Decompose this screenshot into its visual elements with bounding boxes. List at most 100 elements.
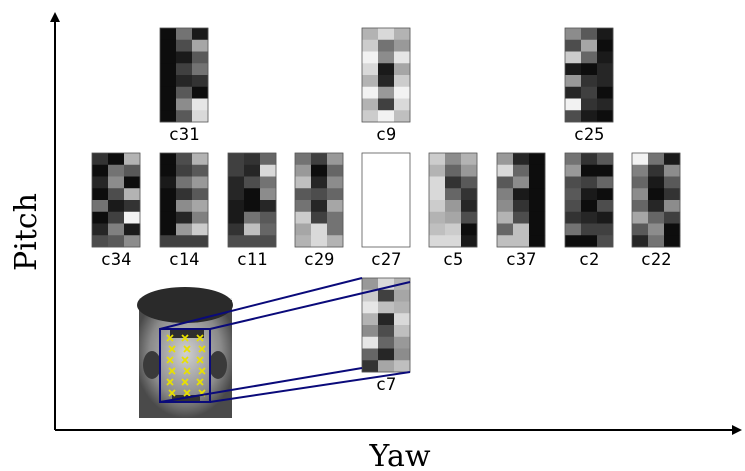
pixel-cell — [378, 313, 395, 326]
pixel-cell — [632, 176, 649, 189]
pixel-cell — [295, 200, 312, 213]
pixel-cell — [260, 235, 277, 248]
pixel-cell — [581, 153, 598, 166]
pixel-cell — [260, 200, 277, 213]
camera-tile-c5: c5 — [428, 152, 478, 270]
pixel-cell — [378, 188, 395, 201]
landmark-markers — [166, 334, 206, 397]
pixel-cell — [362, 336, 379, 349]
pixel-cell — [192, 75, 209, 88]
pixel-cell — [311, 188, 328, 201]
pixel-cell — [228, 223, 245, 236]
projection-line — [209, 371, 411, 403]
pixel-cell — [362, 360, 379, 373]
pixel-cell — [632, 200, 649, 213]
pixel-cell — [160, 51, 177, 64]
camera-tile-c22: c22 — [631, 152, 681, 270]
pixel-cell — [192, 223, 209, 236]
pixel-cell — [565, 86, 582, 99]
pixel-cell — [429, 223, 446, 236]
pixel-cell — [176, 86, 193, 99]
pixel-cell — [394, 200, 411, 213]
pixel-cell — [362, 98, 379, 111]
pixel-cell — [92, 188, 109, 201]
pixel-cell — [394, 289, 411, 302]
pixel-cell — [394, 325, 411, 338]
pixel-cell — [378, 348, 395, 361]
pixel-cell — [228, 188, 245, 201]
pixel-cell — [362, 28, 379, 41]
pixel-cell — [124, 164, 141, 177]
pixel-cell — [529, 153, 546, 166]
pixel-cell — [529, 164, 546, 177]
pixel-cell — [429, 211, 446, 224]
pixel-cell — [378, 51, 395, 64]
pixel-cell — [124, 200, 141, 213]
pixel-cell — [192, 63, 209, 76]
pixel-cell — [260, 164, 277, 177]
pixel-cell — [648, 188, 665, 201]
landmark-marker — [196, 356, 204, 364]
pixel-cell — [565, 176, 582, 189]
pixel-cell — [394, 28, 411, 41]
camera-tile-c11: c11 — [227, 152, 277, 270]
pixel-cell — [228, 164, 245, 177]
pixel-cell — [311, 223, 328, 236]
pixel-cell — [394, 301, 411, 314]
pixel-cell — [664, 235, 681, 248]
pixel-cell — [327, 223, 344, 236]
pixel-cell — [497, 153, 514, 166]
pixel-cell — [581, 75, 598, 88]
pixel-cell — [108, 235, 125, 248]
pixel-cell — [565, 200, 582, 213]
pixel-cell — [429, 235, 446, 248]
pixel-cell — [362, 153, 379, 166]
pixel-cell — [445, 223, 462, 236]
landmark-marker — [181, 356, 189, 364]
pixel-cell — [648, 153, 665, 166]
camera-tile-c27: c27 — [361, 152, 411, 270]
pixel-cell — [581, 110, 598, 123]
pixel-cell — [394, 153, 411, 166]
pixel-cell — [394, 86, 411, 99]
landmark-marker — [168, 345, 176, 353]
pixel-cell — [581, 211, 598, 224]
pixel-cell — [394, 75, 411, 88]
pixel-cell — [327, 176, 344, 189]
pixel-cell — [295, 211, 312, 224]
pixel-cell — [632, 235, 649, 248]
pixel-cell — [597, 63, 614, 76]
pixel-cell — [92, 235, 109, 248]
pixel-cell — [461, 235, 478, 248]
pixel-cell — [445, 164, 462, 177]
pixel-cell — [597, 86, 614, 99]
pixel-cell — [192, 86, 209, 99]
pixel-cell — [260, 223, 277, 236]
pixel-cell — [394, 235, 411, 248]
pixel-cell — [497, 235, 514, 248]
pixel-cell — [160, 188, 177, 201]
pixel-cell — [244, 176, 261, 189]
pixel-cell — [362, 313, 379, 326]
pixel-cell — [160, 164, 177, 177]
pixel-cell — [664, 211, 681, 224]
landmark-marker — [168, 389, 176, 397]
pixel-cell — [394, 98, 411, 111]
pixel-cell — [597, 223, 614, 236]
pixel-cell — [394, 336, 411, 349]
pixel-cell — [160, 200, 177, 213]
pixel-cell — [394, 164, 411, 177]
pixel-cell — [160, 75, 177, 88]
pixel-cell — [92, 200, 109, 213]
pixel-cell — [565, 75, 582, 88]
pixel-cell — [108, 200, 125, 213]
pixel-cell — [632, 164, 649, 177]
pixel-cell — [362, 110, 379, 123]
pixel-cell — [92, 223, 109, 236]
pixel-cell — [497, 211, 514, 224]
pixel-cell — [295, 153, 312, 166]
pixel-cell — [362, 164, 379, 177]
pixel-cell — [362, 176, 379, 189]
pixel-cell — [327, 153, 344, 166]
